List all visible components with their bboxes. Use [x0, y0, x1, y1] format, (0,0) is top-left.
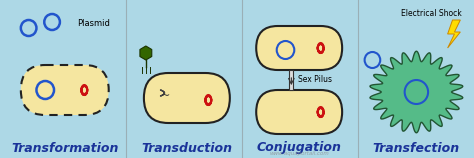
Polygon shape	[447, 20, 460, 48]
Bar	[290, 70, 293, 90]
Text: Sex Pilus: Sex Pilus	[298, 76, 332, 85]
Text: www.aquaportail.com: www.aquaportail.com	[269, 152, 329, 157]
FancyBboxPatch shape	[144, 73, 230, 123]
FancyBboxPatch shape	[256, 26, 342, 70]
FancyBboxPatch shape	[21, 65, 109, 115]
Polygon shape	[140, 46, 152, 60]
Text: Transduction: Transduction	[141, 142, 232, 155]
Text: Electrical Shock: Electrical Shock	[401, 9, 461, 18]
Polygon shape	[370, 51, 463, 133]
Text: Plasmid: Plasmid	[77, 19, 110, 28]
FancyBboxPatch shape	[256, 90, 342, 134]
Text: ~: ~	[161, 91, 170, 101]
Text: Transfection: Transfection	[373, 142, 460, 155]
Text: Transformation: Transformation	[11, 142, 118, 155]
Text: Conjugation: Conjugation	[257, 142, 342, 155]
